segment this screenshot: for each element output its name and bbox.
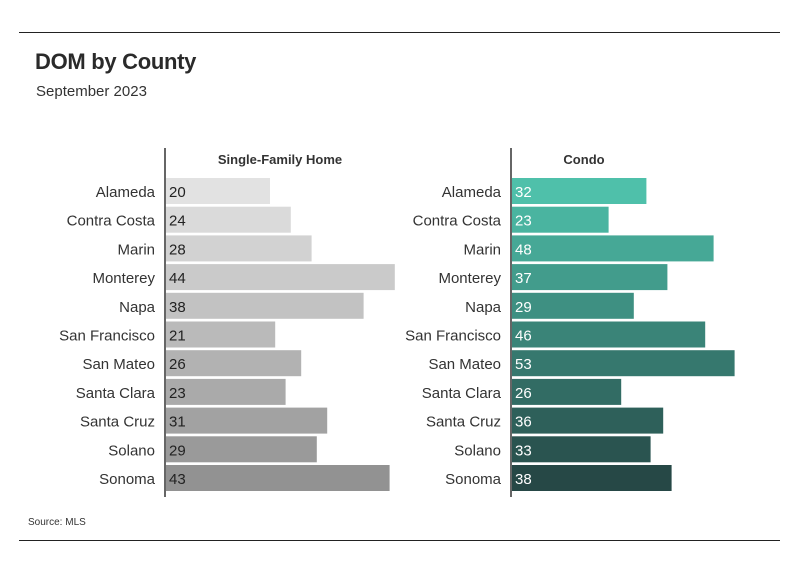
condo-panel-title: Condo — [563, 152, 604, 167]
sfh-value-label: 28 — [169, 241, 186, 258]
sfh-value-label: 24 — [169, 213, 186, 230]
condo-category-label: Santa Clara — [422, 385, 502, 402]
sfh-value-label: 44 — [169, 270, 186, 287]
condo-value-label: 46 — [515, 328, 532, 345]
condo-bar — [512, 206, 609, 233]
condo-bar — [512, 178, 647, 204]
condo-value-label: 23 — [515, 213, 532, 230]
sfh-category-label: Santa Cruz — [80, 414, 155, 431]
condo-bar — [512, 264, 668, 291]
condo-value-label: 33 — [515, 442, 532, 459]
sfh-bar — [166, 206, 291, 233]
chart-subtitle: September 2023 — [36, 83, 147, 100]
sfh-value-label: 20 — [169, 184, 186, 201]
condo-value-label: 29 — [515, 299, 532, 316]
condo-category-label: Napa — [465, 299, 502, 316]
sfh-bar — [166, 292, 364, 319]
chart-title: DOM by County — [35, 49, 197, 74]
condo-value-label: 32 — [515, 184, 532, 201]
sfh-category-label: Solano — [108, 442, 155, 459]
condo-category-label: Solano — [454, 442, 501, 459]
condo-category-label: San Francisco — [405, 328, 501, 345]
condo-value-label: 36 — [515, 414, 532, 431]
sfh-bar — [166, 407, 328, 434]
condo-category-label: Contra Costa — [413, 213, 502, 230]
condo-bar — [512, 436, 651, 463]
sfh-category-label: Marin — [117, 241, 155, 258]
sfh-category-label: Santa Clara — [76, 385, 156, 402]
top-rule — [19, 32, 780, 33]
condo-bar — [512, 407, 664, 434]
condo-value-label: 53 — [515, 356, 532, 373]
condo-value-label: 26 — [515, 385, 532, 402]
sfh-bar — [166, 321, 276, 348]
condo-category-label: Monterey — [438, 270, 501, 287]
sfh-category-label: Alameda — [96, 184, 156, 201]
sfh-value-label: 29 — [169, 442, 186, 459]
condo-bar — [512, 378, 622, 405]
sfh-bar — [166, 178, 270, 204]
sfh-category-label: San Francisco — [59, 328, 155, 345]
sfh-value-label: 38 — [169, 299, 186, 316]
condo-category-label: Sonoma — [445, 471, 502, 488]
sfh-value-label: 21 — [169, 328, 186, 345]
sfh-category-label: San Mateo — [82, 356, 155, 373]
condo-value-label: 37 — [515, 270, 532, 287]
sfh-value-label: 43 — [169, 471, 186, 488]
condo-value-label: 48 — [515, 241, 532, 258]
sfh-category-label: Sonoma — [99, 471, 156, 488]
condo-value-label: 38 — [515, 471, 532, 488]
sfh-value-label: 31 — [169, 414, 186, 431]
sfh-bar — [166, 436, 317, 463]
condo-category-label: Alameda — [442, 184, 502, 201]
condo-bar — [512, 235, 714, 262]
sfh-panel-title: Single-Family Home — [218, 152, 342, 167]
sfh-category-label: Napa — [119, 299, 156, 316]
condo-bar — [512, 350, 735, 377]
sfh-category-label: Monterey — [92, 270, 155, 287]
sfh-bar — [166, 350, 302, 377]
condo-bar — [512, 465, 672, 491]
sfh-bar — [166, 465, 390, 491]
sfh-category-label: Contra Costa — [67, 213, 156, 230]
sfh-bar — [166, 235, 312, 262]
bottom-rule — [19, 540, 780, 541]
sfh-value-label: 26 — [169, 356, 186, 373]
sfh-value-label: 23 — [169, 385, 186, 402]
condo-category-label: Santa Cruz — [426, 414, 501, 431]
sfh-bar — [166, 378, 286, 405]
source-note: Source: MLS — [28, 517, 86, 528]
condo-category-label: Marin — [463, 241, 501, 258]
condo-bar — [512, 321, 706, 348]
sfh-bar — [166, 264, 395, 291]
condo-bar — [512, 292, 634, 319]
condo-category-label: San Mateo — [428, 356, 501, 373]
